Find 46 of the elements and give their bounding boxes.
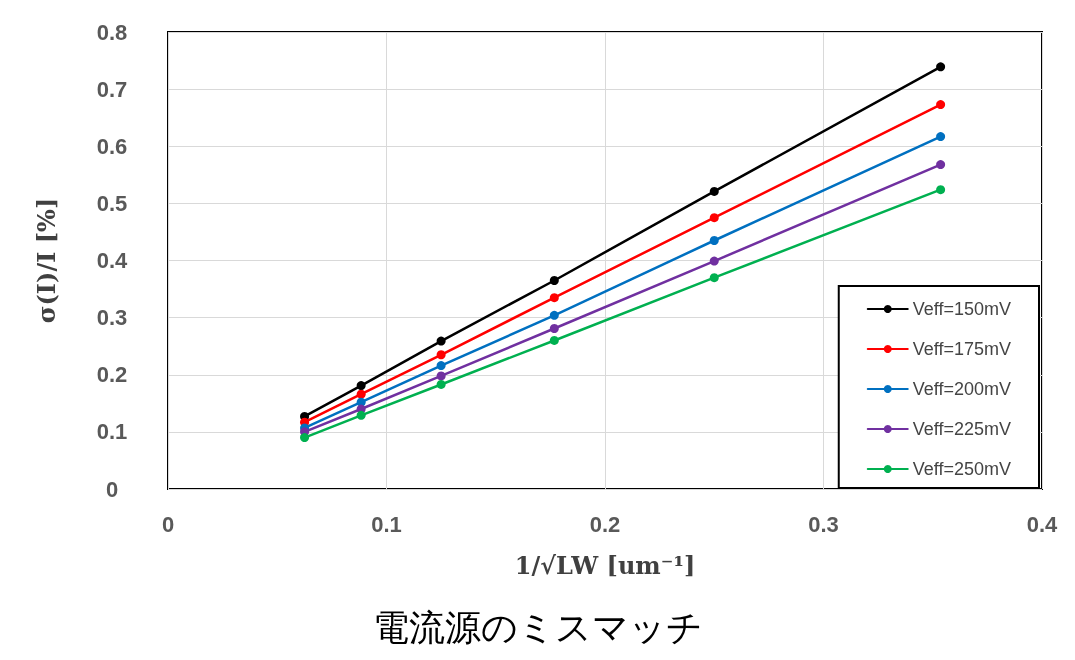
point: [709, 236, 719, 245]
legend-label: Veff=250mV: [912, 459, 1012, 479]
point: [436, 379, 446, 389]
point: [436, 361, 446, 371]
y-tick-label: 0.7: [96, 76, 128, 102]
point: [356, 410, 366, 420]
point: [300, 433, 310, 443]
legend-label: Veff=175mV: [912, 339, 1012, 359]
point: [709, 186, 719, 196]
x-tick-label: 0.1: [371, 511, 402, 537]
point: [549, 293, 559, 303]
point: [936, 160, 946, 170]
point: [356, 389, 366, 399]
x-tick-label: 0.3: [808, 511, 839, 537]
point: [436, 350, 446, 360]
y-tick-label: 0.1: [96, 419, 128, 445]
point: [436, 371, 446, 381]
y-tick-label: 0: [105, 476, 119, 502]
y-tick-label: 0.8: [96, 19, 128, 45]
point: [936, 62, 946, 72]
point: [549, 323, 559, 333]
point: [936, 185, 946, 195]
x-tick-label: 0.4: [1026, 511, 1059, 537]
text: 電流源のミスマッチ: [372, 606, 703, 648]
y-tick-label: 0.3: [96, 305, 128, 331]
y-axis-title: σ(I)/I [%]: [31, 197, 61, 324]
point: [709, 256, 719, 266]
point: [436, 336, 446, 346]
point: [709, 273, 719, 283]
legend-label: Veff=225mV: [912, 419, 1012, 439]
point: [549, 310, 559, 320]
point: [549, 276, 559, 285]
x-tick-label: 0.2: [589, 511, 621, 537]
y-tick-label: 0.2: [96, 362, 128, 388]
legend-label: Veff=150mV: [912, 299, 1012, 319]
point: [936, 132, 946, 142]
y-tick-label: 0.5: [96, 190, 128, 216]
legend-label: Veff=200mV: [912, 379, 1012, 399]
x-tick-label: 0: [161, 511, 175, 537]
point: [549, 335, 559, 345]
point: [356, 381, 366, 391]
y-tick-label: 0.4: [96, 248, 129, 273]
point: [936, 100, 946, 110]
y-tick-label: 0.6: [96, 133, 128, 159]
x-axis-title: 1/√LW [um⁻¹]: [514, 550, 696, 580]
point: [709, 213, 719, 223]
